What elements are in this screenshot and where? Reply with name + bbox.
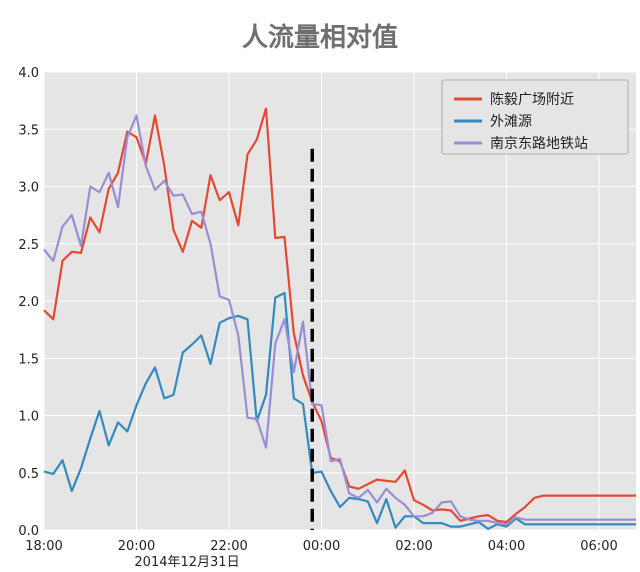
series-lines (43, 107, 636, 531)
grid-lines (43, 71, 636, 531)
y-tick-label: 1.5 (18, 352, 39, 367)
x-tick-label: 20:00 (118, 539, 155, 554)
y-tick-label: 3.0 (18, 181, 39, 196)
legend-label: 陈毅广场附近 (490, 91, 574, 108)
series-line-2 (43, 114, 636, 526)
chart-title: 人流量相对值 (242, 23, 398, 53)
x-tick-label: 00:00 (303, 539, 340, 554)
x-axis-ticks: 18:00 20:00 22:00 00:00 02:00 04:00 06:00 (25, 539, 617, 554)
series-line-1 (43, 291, 636, 531)
y-tick-label: 2.0 (18, 295, 39, 310)
legend-label: 南京东路地铁站 (490, 136, 588, 152)
y-tick-label: 4.0 (18, 66, 39, 81)
x-tick-label: 22:00 (210, 539, 247, 554)
x-tick-label: 04:00 (488, 539, 525, 554)
legend-box (441, 79, 629, 155)
x-tick-label: 18:00 (25, 539, 62, 554)
date-label: 2014年12月31日 (134, 555, 239, 570)
y-tick-label: 0.5 (18, 467, 39, 482)
y-tick-label: 3.5 (18, 123, 39, 138)
x-tick-label: 02:00 (395, 539, 432, 554)
y-tick-label: 2.5 (18, 238, 39, 253)
x-tick-label: 06:00 (580, 539, 617, 554)
y-axis-ticks: 0.0 0.5 1.0 1.5 2.0 2.5 3.0 3.5 4.0 (18, 66, 39, 539)
legend-label: 外滩源 (490, 114, 532, 130)
y-tick-label: 1.0 (18, 410, 39, 425)
y-tick-label: 0.0 (18, 524, 39, 539)
